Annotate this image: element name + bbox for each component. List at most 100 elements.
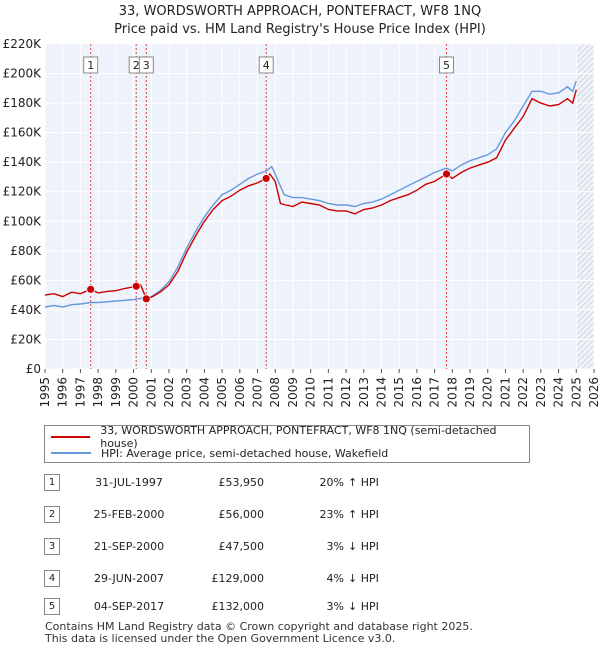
transaction-number-badge: 5 [44,598,60,615]
x-tick-label: 2013 [357,377,371,408]
transaction-hpi-direction: ↑ HPI [348,508,379,521]
y-tick-label: £40K [10,303,42,317]
x-tick-label: 2023 [534,377,548,408]
transaction-label: 4 [263,59,270,72]
x-tick-label: 1998 [91,377,105,408]
transaction-hpi-percent: 3% [326,600,344,613]
x-tick-label: 2025 [569,377,583,408]
x-tick-label: 2021 [498,377,512,408]
plot-area [44,43,595,370]
transaction-hpi-direction: ↓ HPI [348,540,379,553]
transaction-date: 31-JUL-1997 [95,476,163,489]
x-tick-label: 1995 [38,377,52,408]
x-tick-label: 2026 [587,377,600,408]
transaction-price: £129,000 [211,572,265,585]
y-tick-label: £80K [10,244,42,258]
sale-point-marker [86,284,96,294]
transaction-number-badge: 4 [44,570,60,587]
transaction-label: 5 [443,59,450,72]
legend-label-price: 33, WORDSWORTH APPROACH, PONTEFRACT, WF8… [100,424,497,450]
transaction-price: £132,000 [211,600,265,613]
transaction-date: 29-JUN-2007 [93,572,165,585]
table-row: 1 31-JUL-1997 £53,950 20% ↑ HPI [44,472,444,494]
legend-label-hpi: HPI: Average price, semi-detached house,… [101,446,389,460]
x-tick-label: 1999 [109,377,123,408]
x-tick-label: 2007 [251,377,265,408]
x-tick-label: 2005 [215,377,229,408]
future-hatch-area [576,44,594,369]
transaction-label: 2 [133,59,140,72]
transaction-hpi-percent: 3% [326,540,344,553]
footer-licence: This data is licensed under the Open Gov… [45,632,396,645]
table-row: 3 21-SEP-2000 £47,500 3% ↓ HPI [44,536,444,558]
y-tick-label: £220K [3,37,43,51]
transaction-label-box [438,56,454,74]
transaction-hpi-percent: 23% [319,508,344,521]
transaction-hpi-direction: ↑ HPI [348,476,379,489]
transaction-number-badge: 1 [44,474,60,491]
y-tick-label: £140K [3,155,43,169]
x-tick-label: 2020 [481,377,495,408]
x-tick-label: 2006 [233,377,247,408]
footer: Contains HM Land Registry data © Crown c… [45,621,473,645]
legend-swatch-price [51,436,91,438]
transaction-number-badge: 3 [44,538,60,555]
legend: 33, WORDSWORTH APPROACH, PONTEFRACT, WF8… [44,424,530,463]
y-tick-label: £60K [10,273,42,287]
x-tick-label: 2001 [144,377,158,408]
transaction-price: £56,000 [218,508,265,521]
x-tick-label: 2008 [268,377,282,408]
y-tick-label: £200K [3,67,43,81]
transaction-hpi-direction: ↓ HPI [348,600,379,613]
y-tick-label: £100K [3,214,43,228]
hpi-series-line [44,80,577,308]
y-tick-label: £20K [10,332,42,346]
transaction-number-badge: 2 [44,506,60,523]
x-tick-label: 2018 [445,377,459,408]
legend-swatch-hpi [51,452,91,454]
x-tick-label: 2017 [428,377,442,408]
x-tick-label: 2024 [552,377,566,408]
footer-copyright: Contains HM Land Registry data © Crown c… [45,620,473,633]
transaction-date: 21-SEP-2000 [93,540,165,553]
transaction-date: 25-FEB-2000 [93,508,165,521]
transaction-label: 3 [143,59,150,72]
x-tick-label: 2000 [127,377,141,408]
transaction-label-box [83,56,99,74]
transaction-price: £53,950 [218,476,265,489]
sale-point-marker [261,174,271,183]
transaction-hpi-direction: ↓ HPI [348,572,379,585]
y-tick-label: £160K [3,126,43,140]
transaction-price: £47,500 [218,540,265,553]
chart-title-line1: 33, WORDSWORTH APPROACH, PONTEFRACT, WF8… [118,4,482,19]
table-row: 4 29-JUN-2007 £129,000 4% ↓ HPI [44,568,444,590]
chart-title-line2: Price paid vs. HM Land Registry's House … [114,22,486,37]
legend-item-price: 33, WORDSWORTH APPROACH, PONTEFRACT, WF8… [51,424,529,450]
transaction-hpi-percent: 20% [319,476,344,489]
x-tick-label: 2003 [180,377,194,408]
legend-item-hpi: HPI: Average price, semi-detached house,… [51,445,388,461]
x-tick-label: 1997 [73,377,87,408]
x-tick-label: 2009 [286,377,300,408]
x-tick-label: 2019 [463,377,477,408]
sale-point-marker [442,169,451,179]
x-tick-label: 2016 [410,377,424,408]
transaction-label-box [258,56,274,74]
sale-point-marker [131,281,141,291]
price-chart: £0 £20K £40K £60K £80K £100K £120K £140K £160K £1… [3,37,600,408]
y-tick-label: £120K [3,185,43,199]
transaction-date: 04-SEP-2017 [93,600,165,613]
x-tick-label: 1996 [56,377,70,408]
x-tick-label: 2022 [516,377,530,408]
x-tick-label: 2002 [162,377,176,408]
y-tick-label: £180K [3,96,43,110]
x-tick-label: 2010 [304,377,318,408]
x-tick-label: 2014 [374,377,388,408]
x-tick-label: 2004 [197,377,211,408]
x-tick-label: 2012 [339,377,353,408]
sale-point-marker [141,294,151,304]
transaction-hpi-percent: 4% [326,572,344,585]
transaction-label: 1 [87,59,94,72]
x-tick-label: 2015 [392,377,406,408]
table-row: 2 25-FEB-2000 £56,000 23% ↑ HPI [44,504,444,526]
